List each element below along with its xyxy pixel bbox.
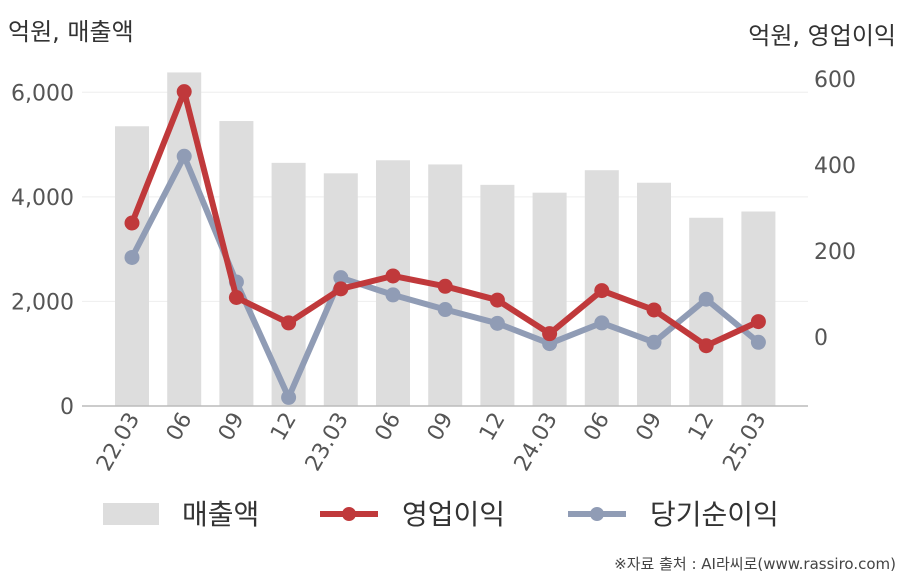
x-tick-label: 06: [162, 409, 198, 446]
x-tick-label: 25.03: [718, 409, 771, 476]
revenue-bar: [532, 192, 567, 406]
operating-profit-point: [646, 302, 662, 318]
x-tick-label: 12: [266, 409, 302, 446]
net-income-point: [750, 334, 766, 350]
net-income-point: [124, 249, 140, 265]
y-left-tick-label: 6,000: [11, 81, 74, 106]
operating-profit-point: [594, 283, 610, 299]
revenue-bars: [115, 72, 776, 407]
y-right-tick-label: 200: [814, 240, 856, 265]
revenue-bar: [219, 121, 254, 407]
operating-profit-point: [698, 338, 714, 354]
operating-profit-point: [542, 326, 558, 342]
net-income-point: [333, 270, 349, 286]
x-tick-label: 06: [579, 409, 615, 446]
net-income-point: [646, 334, 662, 350]
legend-swatch-revenue: [103, 503, 159, 525]
x-tick-label: 12: [475, 409, 511, 446]
y-left-tick-label: 2,000: [11, 290, 74, 315]
net-income-point: [698, 291, 714, 307]
left-axis-unit-label: 억원, 매출액: [8, 18, 134, 46]
net-income-point: [281, 389, 297, 405]
legend-label-net-income: 당기순이익: [650, 498, 779, 531]
operating-profit-point: [281, 315, 297, 331]
y-left-tick-label: 0: [60, 395, 74, 420]
operating-profit-point: [385, 268, 401, 284]
operating-profit-point: [228, 289, 244, 305]
source-credit: ※자료 출처 : AI라씨로(www.rassiro.com): [614, 555, 896, 573]
operating-profit-point: [176, 84, 192, 100]
legend: 매출액 영업이익 당기순이익: [103, 498, 779, 531]
legend-label-revenue: 매출액: [182, 498, 259, 531]
x-tick-label: 09: [632, 409, 668, 446]
legend-marker-operating-profit: [342, 507, 356, 521]
net-income-point: [437, 302, 453, 318]
revenue-bar: [741, 211, 776, 406]
x-tick-label: 24.03: [510, 409, 563, 476]
y-left-tick-label: 4,000: [11, 186, 74, 211]
operating-profit-point: [489, 292, 505, 308]
profit-lines: [124, 84, 766, 405]
net-income-point: [176, 148, 192, 164]
x-tick-label: 23.03: [301, 409, 354, 476]
legend-label-operating-profit: 영업이익: [402, 498, 505, 531]
operating-profit-point: [124, 215, 140, 231]
operating-profit-point: [437, 278, 453, 294]
y-right-tick-label: 400: [814, 154, 856, 179]
x-tick-label: 09: [423, 409, 459, 446]
y-right-tick-label: 0: [814, 326, 828, 351]
x-tick-label: 22.03: [92, 409, 145, 476]
revenue-bar: [637, 182, 671, 406]
x-tick-label: 09: [214, 409, 250, 446]
net-income-point: [594, 315, 610, 331]
revenue-bar: [115, 126, 149, 407]
operating-profit-point: [333, 281, 349, 297]
operating-profit-point: [750, 314, 766, 330]
legend-marker-net-income: [590, 507, 604, 521]
x-tick-label: 06: [371, 409, 407, 446]
net-income-point: [385, 287, 401, 303]
net-income-point: [489, 315, 505, 331]
right-axis-unit-label: 억원, 영업이익: [748, 22, 896, 50]
y-right-tick-label: 600: [814, 68, 856, 93]
x-tick-label: 12: [684, 409, 720, 446]
